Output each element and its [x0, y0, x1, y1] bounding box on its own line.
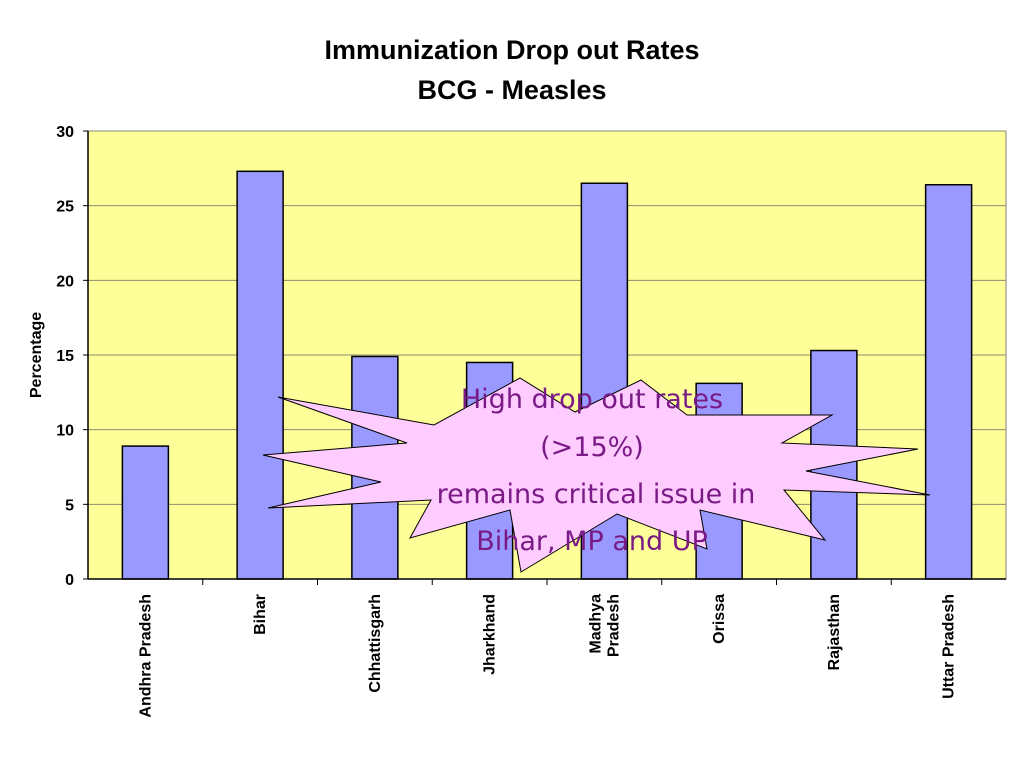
callout-line-4: Bihar, MP and UP	[476, 526, 708, 557]
x-tick-label: Rajasthan	[826, 594, 843, 670]
callout-line-1: High drop out rates	[461, 384, 723, 415]
x-tick-label: Andhra Pradesh	[137, 594, 154, 718]
x-tick-label: Uttar Pradesh	[941, 594, 958, 699]
y-tick-label: 0	[65, 572, 74, 589]
callout-line-2: (>15%)	[540, 432, 644, 463]
chart-title-line-2: BCG - Measles	[417, 75, 606, 105]
callout-shape	[262, 377, 931, 573]
y-tick-label: 15	[56, 348, 74, 365]
axes	[83, 130, 1006, 585]
callout-line-3: remains critical issue in	[437, 479, 756, 510]
y-tick-label: 10	[56, 423, 74, 440]
y-tick-labels: 0 5 10 15 20 25 30	[56, 124, 74, 589]
chart-title-line-1: Immunization Drop out Rates	[324, 35, 699, 65]
y-tick-label: 5	[65, 497, 74, 514]
x-tick-labels: Andhra Pradesh Bihar Chhattisgarh Jharkhand…	[137, 594, 957, 718]
bar	[236, 170, 284, 580]
y-axis-title: Percentage	[28, 312, 45, 398]
x-tick-label: Madhya	[587, 594, 604, 654]
y-tick-label: 20	[56, 273, 74, 290]
x-tick-label: Pradesh	[605, 594, 622, 657]
bar	[924, 184, 973, 580]
callout-starburst: High drop out rates (>15%) remains criti…	[262, 377, 931, 573]
bar	[121, 445, 170, 580]
y-tick-label: 25	[56, 199, 74, 216]
x-tick-label: Chhattisgarh	[367, 594, 384, 693]
x-tick-label: Bihar	[252, 594, 269, 635]
y-tick-label: 30	[56, 124, 74, 141]
x-tick-label: Jharkhand	[482, 594, 499, 675]
x-tick-label: Orissa	[711, 594, 728, 644]
